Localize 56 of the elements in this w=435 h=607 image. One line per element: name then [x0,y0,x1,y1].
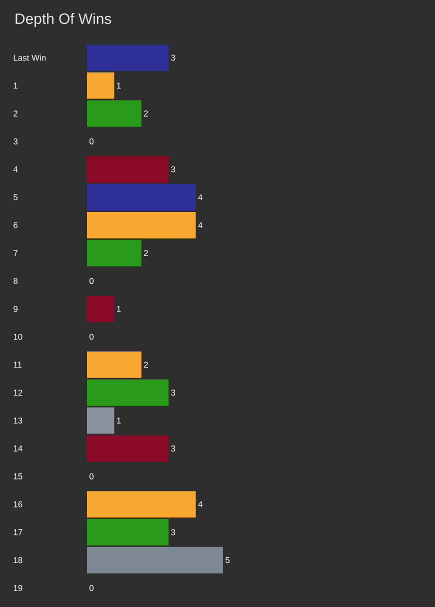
y-tick-label: 6 [14,222,18,228]
y-tick-label: 16 [14,501,22,508]
data-label: 3 [171,445,176,452]
data-label: 0 [90,138,94,144]
bar [87,491,196,518]
y-tick-label: 8 [14,278,18,284]
data-label: 4 [198,222,202,228]
bar [87,407,114,434]
y-tick-label: 10 [14,334,22,340]
data-label: 0 [90,278,94,284]
bar [87,352,142,378]
y-tick-label: 18 [14,557,22,564]
data-label: 5 [226,557,230,564]
y-tick-label: 7 [14,250,18,256]
data-label: 2 [144,362,148,368]
data-label: 1 [117,82,121,88]
y-tick-label: 1 [14,82,18,88]
y-tick-label: 4 [13,166,18,172]
bar [87,240,142,266]
bar [87,379,169,406]
data-label: 1 [117,306,121,312]
data-label: 0 [90,585,94,592]
bar [87,156,169,183]
bar [87,44,169,71]
data-label: 3 [171,54,176,61]
data-label: 1 [117,418,121,424]
y-tick-label: 11 [14,362,22,368]
bar [87,519,169,546]
data-label: 3 [171,529,176,536]
y-tick-label: Last Win [14,54,46,61]
data-label: 2 [144,250,148,256]
chart-title: Depth Of Wins [16,13,112,27]
data-label: 0 [90,473,94,480]
y-tick-label: 9 [14,306,18,312]
bar [87,100,142,127]
y-tick-label: 19 [14,585,22,592]
y-tick-label: 2 [14,110,18,116]
data-label: 4 [198,194,202,200]
y-tick-label: 3 [14,138,18,144]
y-tick-label: 13 [14,418,22,424]
bar [87,184,196,210]
data-label: 4 [198,501,202,508]
bar [87,212,196,238]
y-tick-label: 12 [14,390,22,396]
y-tick-label: 17 [14,529,22,536]
bar [87,435,169,462]
data-label: 2 [144,110,148,116]
bar [87,296,114,322]
y-tick-label: 5 [14,194,18,200]
data-label: 3 [171,390,176,396]
y-tick-label: 15 [14,473,22,480]
y-tick-label: 14 [14,446,22,452]
bar [87,546,223,574]
bar [87,72,114,99]
data-label: 0 [90,334,94,340]
data-label: 3 [171,166,176,172]
